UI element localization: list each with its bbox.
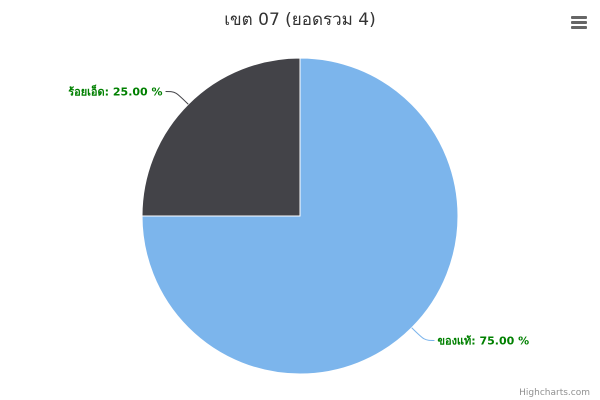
data-label-1: ร้อยเอ็ด: 25.00 % [68,85,162,99]
chart-title: เขต 07 (ยอดรวม 4) [224,10,376,30]
label-connector-1 [165,91,189,105]
credits-link[interactable]: Highcharts.com [519,388,590,398]
label-connectors [165,91,435,341]
label-connector-0 [411,327,435,341]
data-label-0: ของแท้: 75.00 % [437,334,529,347]
pie-slices [141,57,459,375]
data-labels: ของแท้: 75.00 % ร้อยเอ็ด: 25.00 % [68,85,529,348]
hamburger-menu-icon [571,16,587,29]
export-menu-button[interactable] [567,10,591,34]
